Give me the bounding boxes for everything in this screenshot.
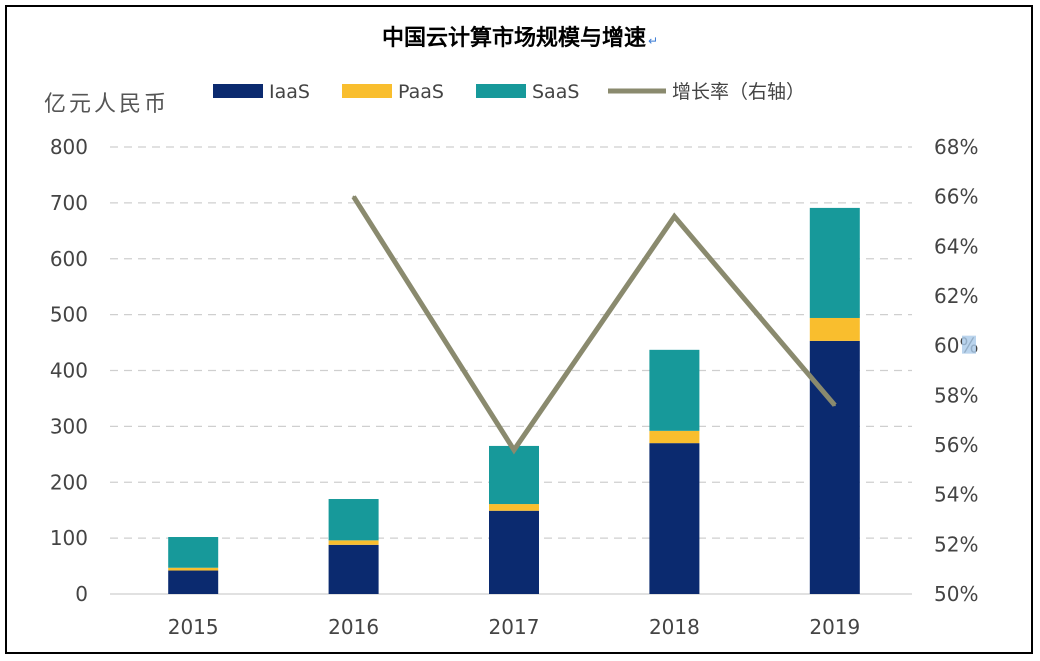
- bar-iaas-2017: [489, 510, 539, 594]
- bar-saas-2019: [809, 207, 860, 318]
- bar-saas-2018: [649, 349, 700, 431]
- y-left-tick-label: 400: [50, 359, 88, 383]
- x-tick-label: 2016: [328, 615, 379, 639]
- bar-iaas-2015: [168, 570, 219, 594]
- bar-saas-2015: [168, 537, 219, 568]
- bar-iaas-2019: [809, 340, 860, 594]
- x-tick-label: 2018: [649, 615, 700, 639]
- bar-iaas-2016: [328, 544, 379, 594]
- growth-rate-point-2018: [673, 215, 676, 218]
- bar-paas-2019: [809, 317, 860, 341]
- bar-iaas-2018: [649, 443, 700, 594]
- legend-label-iaas: IaaS: [269, 81, 310, 103]
- legend-label-saas: SaaS: [532, 81, 579, 103]
- y-right-tick-label: 58%: [934, 383, 978, 407]
- y-left-tick-label: 800: [50, 135, 88, 159]
- y-left-tick-label: 100: [50, 526, 88, 550]
- bar-saas-2017: [489, 445, 539, 505]
- x-tick-label: 2017: [489, 615, 540, 639]
- y-right-tick-label: 54%: [934, 483, 978, 507]
- legend-swatch-saas: [476, 84, 526, 98]
- y-axis-unit-label: 亿元人民币: [44, 92, 170, 117]
- legend-swatch-iaas: [213, 84, 263, 98]
- y-left-tick-label: 600: [50, 247, 88, 271]
- legend-swatch-paas: [342, 84, 392, 98]
- growth-rate-point-2019: [833, 404, 836, 407]
- y-right-tick-label: 68%: [934, 135, 978, 159]
- y-right-tick-label: 64%: [934, 234, 978, 258]
- y-right-tick-label: 66%: [934, 185, 978, 209]
- y-left-tick-label: 300: [50, 414, 88, 438]
- bar-paas-2017: [489, 504, 539, 511]
- y-right-tick-label: 52%: [934, 532, 978, 556]
- x-tick-label: 2019: [809, 615, 860, 639]
- growth-rate-point-2017: [513, 448, 515, 451]
- legend-label-growth-rate: 增长率（右轴）: [672, 81, 805, 103]
- chart-title-text: 中国云计算市场规模与增速: [381, 26, 646, 51]
- y-right-tick-label: 62%: [934, 284, 978, 308]
- y-left-tick-label: 200: [50, 470, 88, 494]
- selection-highlight: [962, 335, 976, 354]
- bar-paas-2015: [168, 567, 219, 571]
- bar-paas-2018: [649, 430, 700, 444]
- y-right-tick-label: 50%: [934, 582, 978, 606]
- legend-label-paas: PaaS: [398, 81, 444, 103]
- y-right-tick-label: 56%: [934, 433, 978, 457]
- y-left-tick-label: 0: [75, 582, 88, 606]
- paragraph-mark-icon: ↵: [647, 34, 659, 48]
- bar-saas-2016: [328, 499, 379, 541]
- x-tick-label: 2015: [168, 615, 219, 639]
- y-left-tick-label: 700: [50, 191, 88, 215]
- y-left-tick-label: 500: [50, 303, 88, 327]
- growth-rate-line: [351, 195, 837, 455]
- growth-rate-point-2016: [352, 195, 355, 198]
- bar-paas-2016: [328, 540, 379, 545]
- chart-title: 中国云计算市场规模与增速 ↵: [0, 20, 1040, 52]
